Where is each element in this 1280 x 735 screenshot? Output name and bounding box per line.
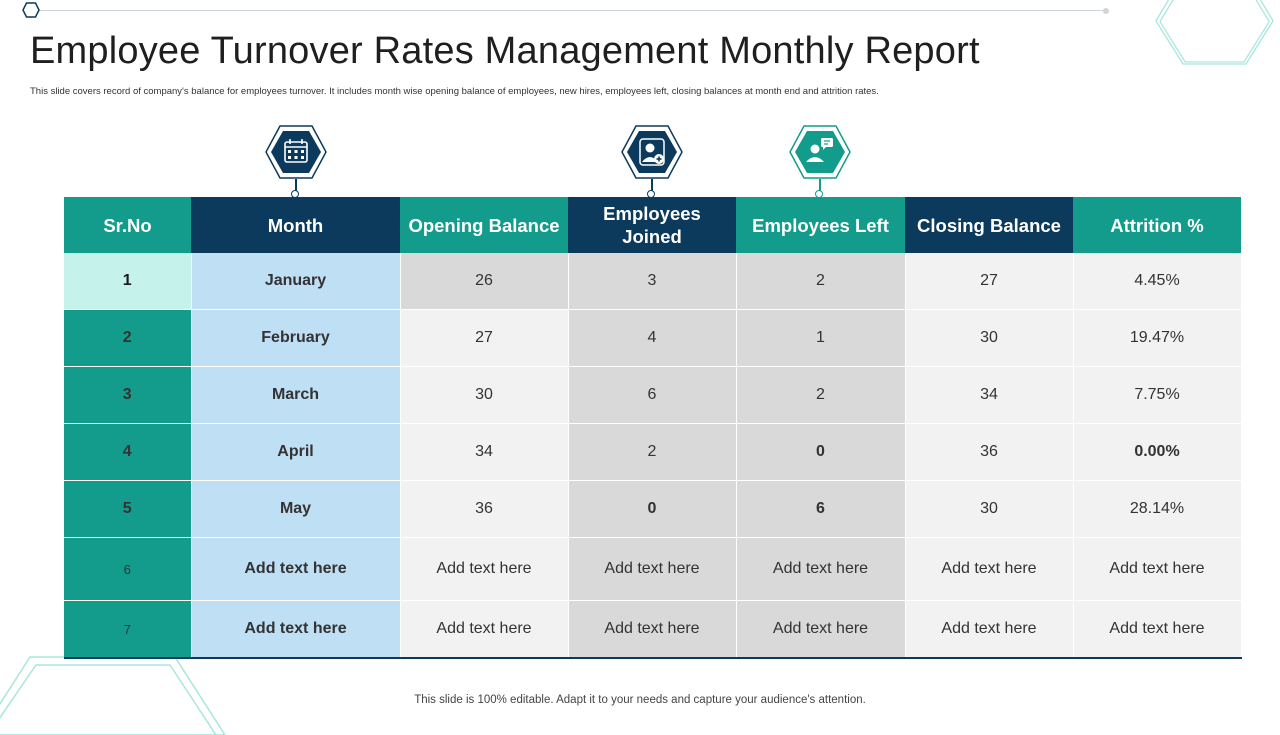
cell-employees-left: 2	[736, 366, 906, 424]
cell-month: April	[191, 423, 401, 481]
cell-employees-left: 0	[736, 423, 906, 481]
cell-attrition: 19.47%	[1073, 309, 1242, 367]
user-message-icon	[789, 125, 851, 179]
top-rule-dot	[1103, 8, 1109, 14]
header-sr-no: Sr.No	[64, 197, 191, 253]
cell-closing-balance: 27	[905, 253, 1074, 310]
cell-employees-joined: 3	[568, 253, 737, 310]
table-row: 5 May 36 0 6 30 28.14%	[64, 480, 1242, 538]
cell-attrition: Add text here	[1073, 600, 1242, 659]
cell-opening-balance: 30	[400, 366, 569, 424]
cell-closing-balance: 30	[905, 309, 1074, 367]
cell-employees-left: Add text here	[736, 600, 906, 659]
user-message-badge	[788, 124, 852, 198]
header-opening-balance: Opening Balance	[400, 197, 568, 253]
cell-month: May	[191, 480, 401, 538]
cell-closing-balance: Add text here	[905, 600, 1074, 659]
cell-sr-no: 1	[64, 253, 192, 310]
turnover-table: Sr.No Month Opening Balance Employees Jo…	[64, 197, 1242, 659]
cell-month: January	[191, 253, 401, 310]
cell-opening-balance: 27	[400, 309, 569, 367]
header-month: Month	[191, 197, 400, 253]
add-user-badge	[620, 124, 684, 198]
cell-opening-balance: 26	[400, 253, 569, 310]
cell-closing-balance: Add text here	[905, 537, 1074, 601]
page-title: Employee Turnover Rates Management Month…	[30, 30, 980, 72]
calendar-icon	[265, 125, 327, 179]
cell-opening-balance: 34	[400, 423, 569, 481]
table-row: 1 January 26 3 2 27 4.45%	[64, 253, 1242, 310]
cell-opening-balance: Add text here	[400, 600, 569, 659]
header-closing-balance: Closing Balance	[905, 197, 1073, 253]
cell-sr-no: 3	[64, 366, 192, 424]
cell-opening-balance: Add text here	[400, 537, 569, 601]
cell-employees-joined: Add text here	[568, 600, 737, 659]
cell-sr-no: 6	[64, 537, 192, 601]
cell-month: Add text here	[191, 537, 401, 601]
footer-note: This slide is 100% editable. Adapt it to…	[414, 694, 866, 706]
user-message-connector	[819, 179, 821, 193]
cell-month: March	[191, 366, 401, 424]
header-attrition: Attrition %	[1073, 197, 1241, 253]
cell-employees-joined: 6	[568, 366, 737, 424]
top-rule	[36, 10, 1106, 11]
table-row: 6 Add text here Add text here Add text h…	[64, 537, 1242, 601]
cell-attrition: 7.75%	[1073, 366, 1242, 424]
cell-employees-joined: 0	[568, 480, 737, 538]
cell-employees-left: 1	[736, 309, 906, 367]
cell-sr-no: 5	[64, 480, 192, 538]
cell-closing-balance: 34	[905, 366, 1074, 424]
corner-hexagon-icon	[22, 2, 40, 18]
header-employees-joined: Employees Joined	[568, 197, 736, 253]
cell-employees-joined: Add text here	[568, 537, 737, 601]
cell-attrition: 0.00%	[1073, 423, 1242, 481]
calendar-connector	[295, 179, 297, 193]
cell-sr-no: 4	[64, 423, 192, 481]
cell-sr-no: 2	[64, 309, 192, 367]
table-row: 7 Add text here Add text here Add text h…	[64, 600, 1242, 659]
table-row: 4 April 34 2 0 36 0.00%	[64, 423, 1242, 481]
cell-closing-balance: 30	[905, 480, 1074, 538]
cell-attrition: 4.45%	[1073, 253, 1242, 310]
cell-month: February	[191, 309, 401, 367]
cell-employees-joined: 2	[568, 423, 737, 481]
cell-employees-left: 6	[736, 480, 906, 538]
header-employees-left: Employees Left	[736, 197, 905, 253]
table-row: 2 February 27 4 1 30 19.47%	[64, 309, 1242, 367]
cell-employees-left: 2	[736, 253, 906, 310]
table-row: 3 March 30 6 2 34 7.75%	[64, 366, 1242, 424]
add-user-icon	[621, 125, 683, 179]
cell-employees-left: Add text here	[736, 537, 906, 601]
add-user-connector	[651, 179, 653, 193]
cell-attrition: Add text here	[1073, 537, 1242, 601]
page-subtitle: This slide covers record of company's ba…	[30, 86, 879, 97]
cell-attrition: 28.14%	[1073, 480, 1242, 538]
cell-employees-joined: 4	[568, 309, 737, 367]
cell-sr-no: 7	[64, 600, 192, 659]
cell-month: Add text here	[191, 600, 401, 659]
decorative-hexagon-top-right	[1155, 0, 1274, 65]
calendar-badge	[264, 124, 328, 198]
cell-closing-balance: 36	[905, 423, 1074, 481]
cell-opening-balance: 36	[400, 480, 569, 538]
